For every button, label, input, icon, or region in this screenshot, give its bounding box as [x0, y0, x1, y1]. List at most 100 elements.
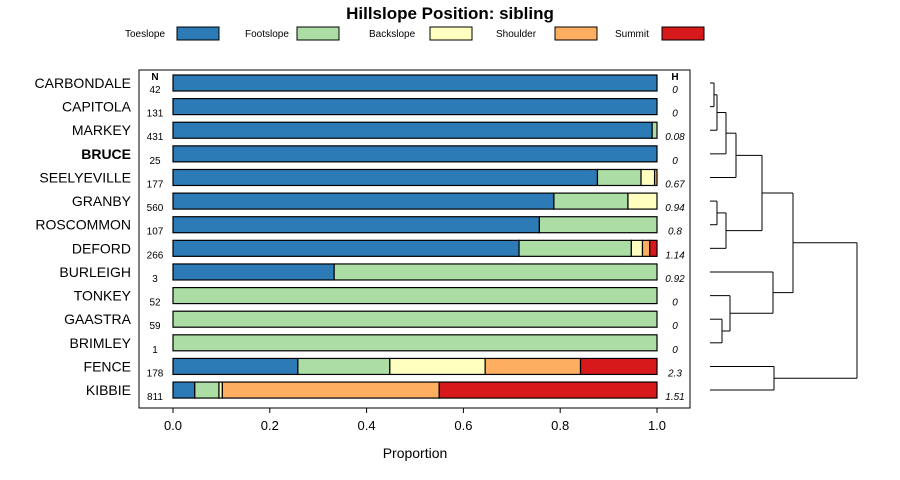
x-tick-label: 0.0	[164, 418, 182, 433]
row-bruce: BRUCE 25 0	[81, 145, 678, 167]
row-deford: DEFORD 266 1.14	[72, 239, 685, 261]
row-gaastra: GAASTRA 59 0	[64, 310, 678, 332]
bar-segment-footslope	[596, 168, 642, 187]
h-column-header: H	[671, 72, 678, 83]
h-value: 1.14	[665, 250, 685, 261]
h-value: 0	[672, 85, 678, 96]
h-value: 0.08	[665, 132, 685, 143]
h-value: 0.94	[665, 203, 685, 214]
bar-segment-shoulder	[221, 381, 440, 399]
row-label: GRANBY	[72, 193, 132, 209]
bar-segment-footslope	[538, 216, 658, 234]
row-seelyeville: SEELYEVILLE 177 0.67	[39, 168, 685, 190]
n-value: 3	[152, 274, 158, 285]
h-value: 0	[672, 345, 678, 356]
x-tick-label: 1.0	[648, 418, 666, 433]
n-value: 25	[149, 156, 161, 167]
bar-segment-backslope	[640, 168, 656, 187]
dendrogram	[710, 82, 858, 391]
bar-segment-summit	[579, 357, 658, 376]
n-value: 107	[147, 227, 164, 238]
row-brimley: BRIMLEY 1 0	[70, 334, 678, 356]
row-fence: FENCE 178 2.3	[84, 357, 682, 379]
bar-segment-footslope	[297, 357, 391, 376]
bar-segment-shoulder	[484, 357, 582, 376]
legend-swatch-shoulder	[554, 26, 598, 41]
bar-segment-shoulder	[641, 239, 651, 257]
row-label: KIBBIE	[86, 382, 131, 398]
row-label: GAASTRA	[64, 311, 132, 327]
bar-segment-toeslope	[172, 192, 555, 210]
bar-segment-toeslope	[172, 145, 658, 163]
bar-segment-footslope	[172, 310, 658, 328]
bar-segment-toeslope	[172, 381, 196, 399]
legend-swatch-backslope	[429, 26, 473, 41]
bar-segment-footslope	[172, 286, 658, 305]
h-value: 0	[672, 156, 678, 167]
n-value: 42	[149, 85, 161, 96]
row-label: BRIMLEY	[70, 335, 132, 351]
legend-label-shoulder: Shoulder	[496, 29, 537, 40]
row-label: DEFORD	[72, 240, 131, 256]
x-axis: 0.0 0.2 0.4 0.6 0.8 1.0	[164, 408, 666, 433]
h-value: 0.67	[665, 179, 685, 190]
legend-label-backslope: Backslope	[369, 29, 416, 40]
bar-segment-footslope	[194, 381, 220, 399]
n-value: 131	[147, 109, 164, 120]
legend-swatch-toeslope	[176, 26, 220, 41]
legend-swatch-summit	[661, 26, 705, 41]
row-burleigh: BURLEIGH 3 0.92	[59, 263, 685, 285]
row-markey: MARKEY 431 0.08	[72, 121, 685, 143]
n-value: 177	[147, 179, 164, 190]
legend-label-summit: Summit	[615, 29, 649, 40]
h-value: 2.3	[667, 368, 682, 379]
h-value: 1.51	[665, 392, 684, 403]
row-roscommon: ROSCOMMON 107 0.8	[35, 216, 682, 238]
row-label: CAPITOLA	[62, 99, 132, 115]
x-tick-label: 0.2	[261, 418, 279, 433]
legend-label-footslope: Footslope	[245, 29, 289, 40]
n-value: 52	[149, 298, 161, 309]
bar-segment-backslope	[627, 192, 658, 210]
n-value: 266	[147, 250, 164, 261]
chart-title: Hillslope Position: sibling	[346, 4, 554, 23]
bar-segment-toeslope	[172, 74, 658, 92]
bar-segment-footslope	[172, 334, 658, 352]
legend-swatch-footslope	[296, 26, 340, 41]
h-value: 0.8	[668, 227, 682, 238]
bar-segment-toeslope	[172, 121, 653, 139]
row-label: CARBONDALE	[35, 75, 131, 91]
bar-segment-backslope	[389, 357, 486, 376]
bar-segment-footslope	[518, 239, 632, 257]
bar-segment-summit	[438, 381, 658, 399]
row-capitola: CAPITOLA 131 0	[62, 98, 678, 120]
legend: Toeslope Footslope Backslope Shoulder Summit	[125, 26, 705, 41]
row-kibbie: KIBBIE 811 1.51	[86, 381, 685, 403]
bar-segment-toeslope	[172, 168, 599, 187]
n-value: 560	[147, 203, 164, 214]
row-label: ROSCOMMON	[35, 217, 131, 233]
row-label: FENCE	[84, 358, 131, 374]
bar-segment-footslope	[333, 263, 658, 281]
row-label: SEELYEVILLE	[39, 169, 131, 185]
row-label: BURLEIGH	[59, 264, 131, 280]
bar-segment-toeslope	[172, 239, 520, 257]
n-column-header: N	[151, 72, 158, 83]
row-label: TONKEY	[74, 288, 132, 304]
n-value: 431	[147, 132, 164, 143]
bar-segment-footslope	[553, 192, 629, 210]
x-tick-label: 0.4	[358, 418, 376, 433]
n-value: 178	[147, 368, 164, 379]
bar-segment-toeslope	[172, 357, 299, 376]
plot-frame	[138, 69, 691, 409]
bar-segment-toeslope	[172, 98, 658, 116]
x-axis-title: Proportion	[383, 445, 448, 461]
bar-segment-footslope	[651, 121, 658, 139]
n-value: 1	[152, 345, 158, 356]
n-value: 811	[147, 392, 163, 403]
bar-segment-summit	[649, 239, 658, 257]
n-value: 59	[149, 321, 161, 332]
h-value: 0	[672, 321, 678, 332]
x-tick-label: 0.6	[454, 418, 472, 433]
